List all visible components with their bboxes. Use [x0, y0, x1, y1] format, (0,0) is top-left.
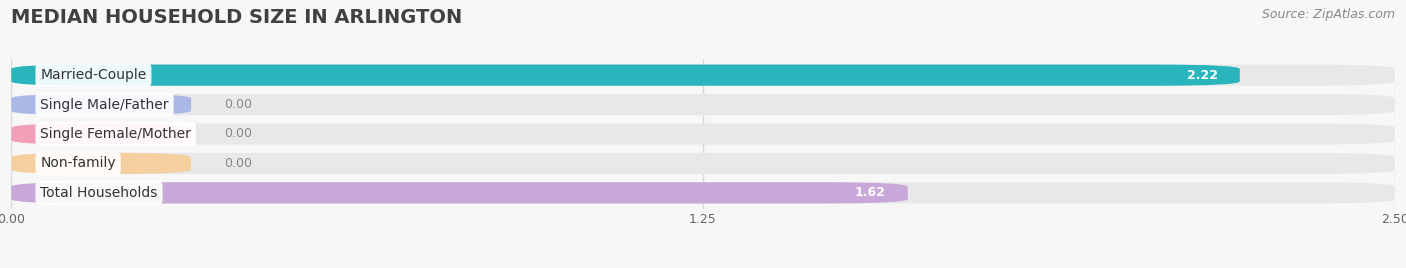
FancyBboxPatch shape — [11, 153, 191, 174]
Text: Single Female/Mother: Single Female/Mother — [41, 127, 191, 141]
FancyBboxPatch shape — [11, 182, 908, 203]
FancyBboxPatch shape — [11, 65, 1240, 86]
FancyBboxPatch shape — [11, 94, 191, 115]
FancyBboxPatch shape — [11, 65, 1395, 86]
Text: Total Households: Total Households — [41, 186, 157, 200]
Text: 0.00: 0.00 — [225, 98, 252, 111]
FancyBboxPatch shape — [11, 182, 1395, 203]
FancyBboxPatch shape — [11, 123, 1395, 145]
Text: 0.00: 0.00 — [225, 128, 252, 140]
Text: MEDIAN HOUSEHOLD SIZE IN ARLINGTON: MEDIAN HOUSEHOLD SIZE IN ARLINGTON — [11, 8, 463, 27]
FancyBboxPatch shape — [11, 153, 1395, 174]
Text: 1.62: 1.62 — [855, 186, 886, 199]
FancyBboxPatch shape — [11, 123, 191, 145]
FancyBboxPatch shape — [11, 94, 1395, 115]
Text: Single Male/Father: Single Male/Father — [41, 98, 169, 111]
Text: Non-family: Non-family — [41, 157, 115, 170]
Text: Source: ZipAtlas.com: Source: ZipAtlas.com — [1261, 8, 1395, 21]
Text: 0.00: 0.00 — [225, 157, 252, 170]
Text: Married-Couple: Married-Couple — [41, 68, 146, 82]
Text: 2.22: 2.22 — [1187, 69, 1218, 82]
